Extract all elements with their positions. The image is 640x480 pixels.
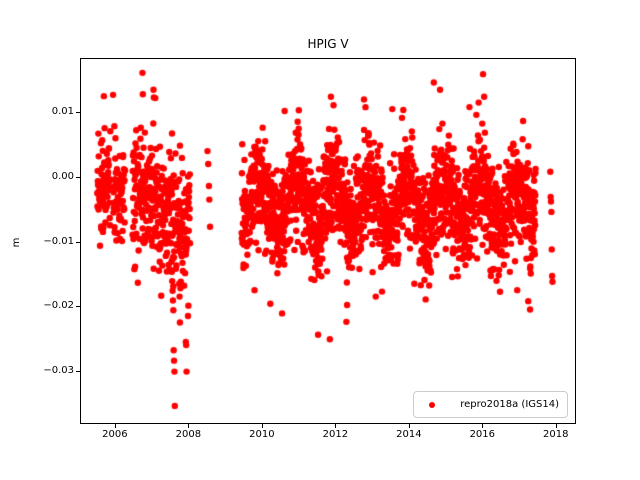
legend-marker-icon: [429, 401, 436, 408]
y-tick-mark: [76, 306, 80, 308]
x-tick-mark: [408, 424, 410, 428]
x-tick-label: 2018: [543, 429, 569, 440]
y-tick-label: −0.01: [43, 235, 74, 247]
x-tick-label: 2014: [396, 429, 422, 440]
legend: repro2018a (IGS14): [413, 391, 568, 418]
x-tick-label: 2012: [322, 429, 349, 440]
x-tick-label: 2016: [469, 429, 496, 440]
x-tick-mark: [482, 424, 484, 428]
legend-label: repro2018a (IGS14): [460, 399, 559, 410]
x-tick-mark: [555, 424, 557, 428]
y-tick-mark: [76, 370, 80, 372]
scatter-points-canvas: [81, 59, 575, 423]
y-tick-label: 0.01: [51, 106, 74, 118]
x-tick-label: 2008: [175, 429, 202, 440]
y-tick-mark: [76, 112, 80, 114]
y-tick-label: 0.00: [51, 170, 74, 182]
y-tick-label: −0.02: [43, 300, 74, 312]
y-tick-mark: [76, 241, 80, 243]
plot-area: repro2018a (IGS14): [80, 58, 576, 424]
x-tick-mark: [188, 424, 190, 428]
x-tick-mark: [261, 424, 263, 428]
y-tick-label: −0.03: [43, 364, 74, 376]
x-tick-mark: [114, 424, 116, 428]
x-tick-mark: [335, 424, 337, 428]
chart-title: HPIG V: [307, 37, 349, 51]
y-tick-mark: [76, 176, 80, 178]
x-tick-label: 2010: [249, 429, 275, 440]
x-tick-label: 2006: [102, 429, 128, 440]
